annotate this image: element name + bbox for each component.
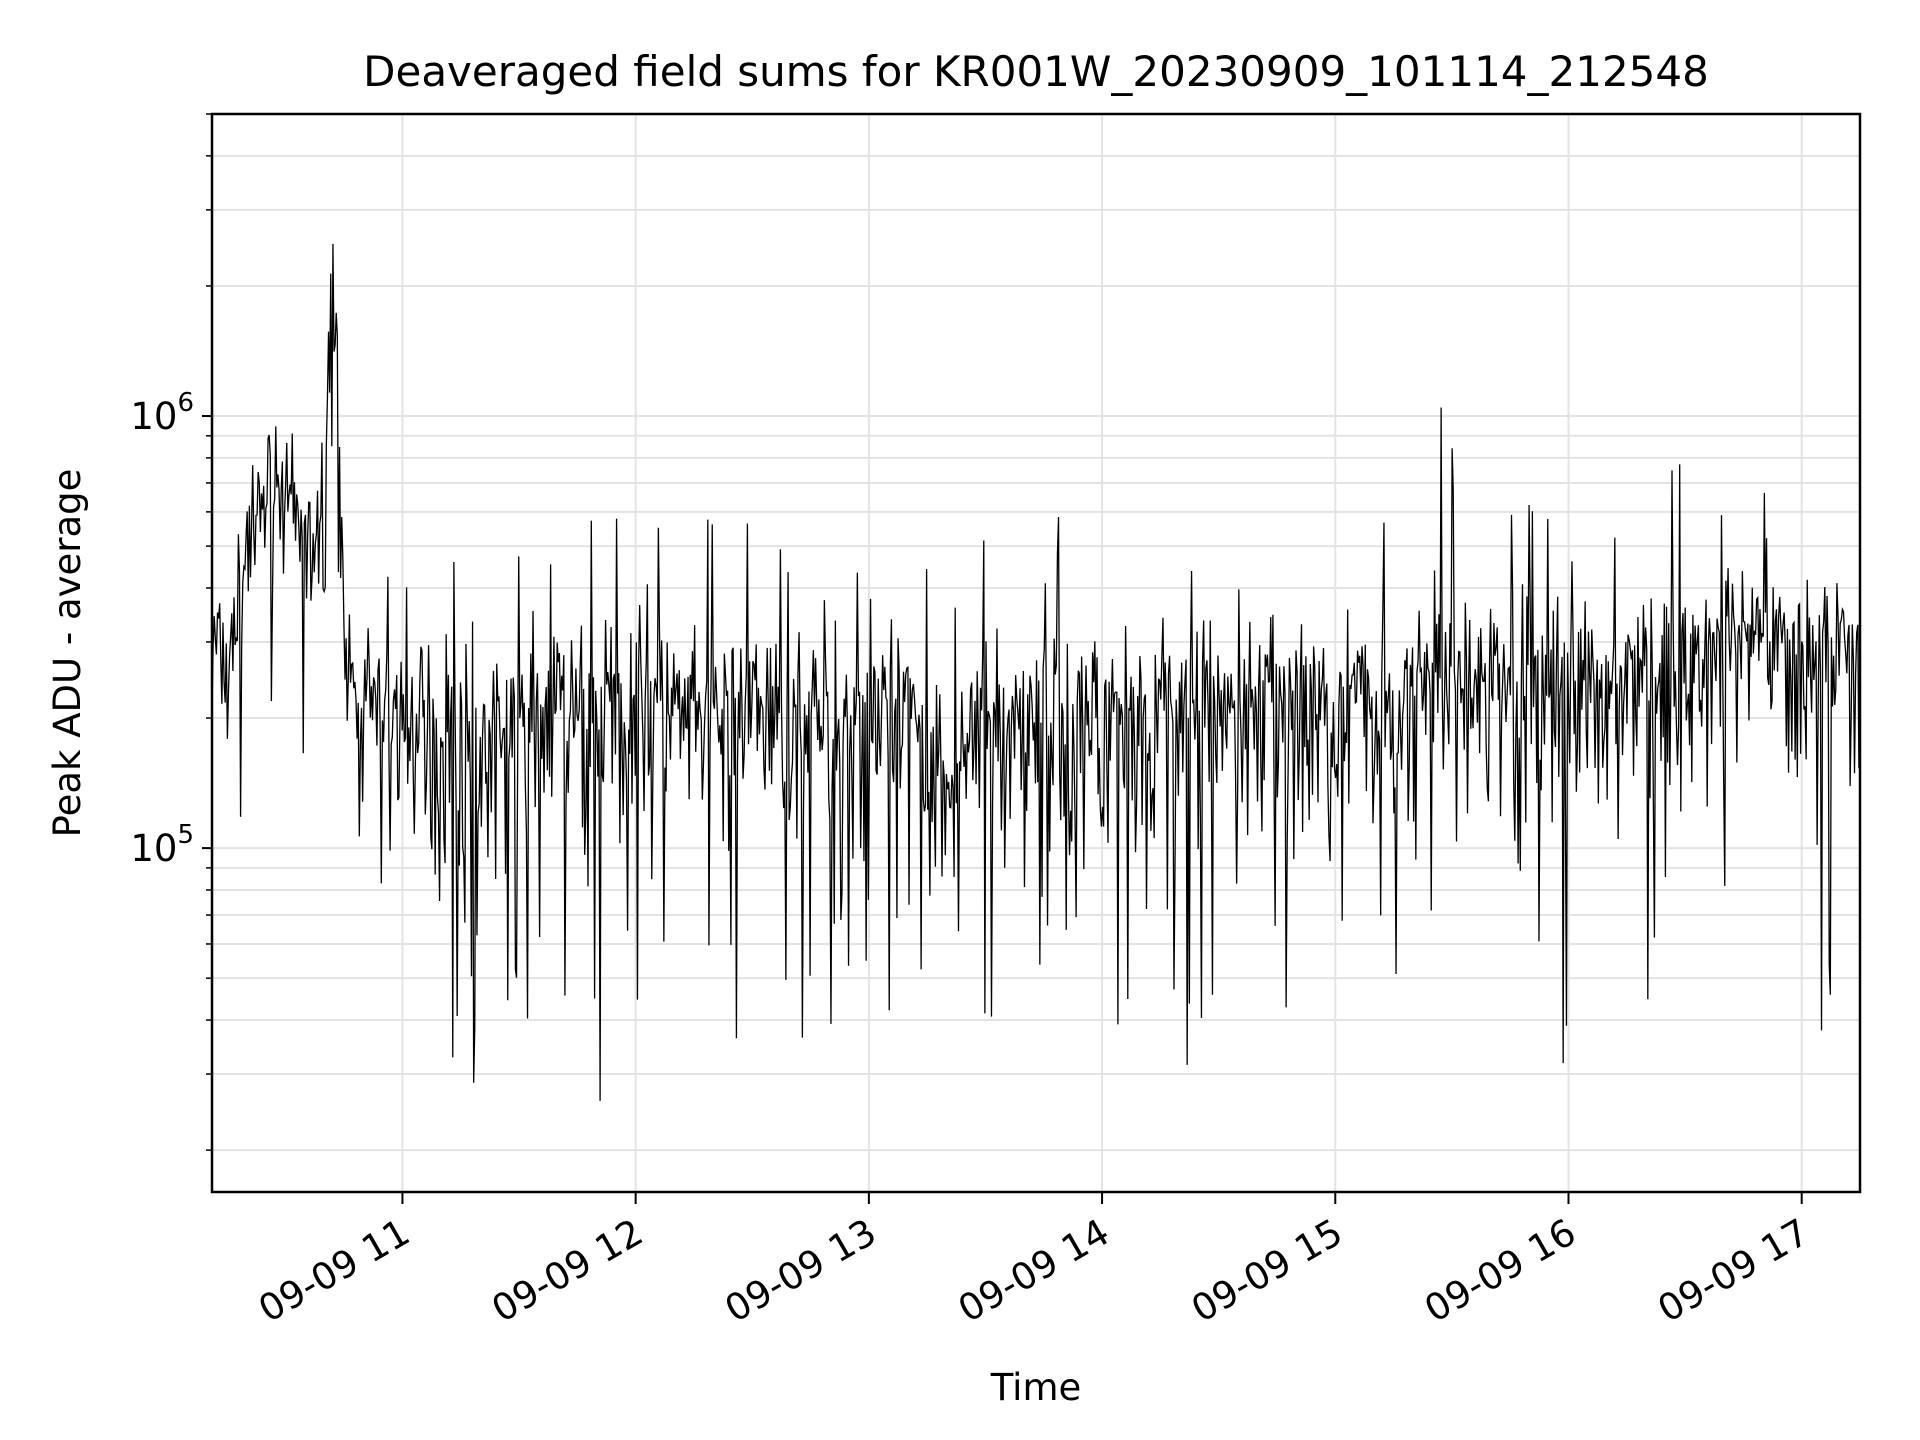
x-axis-label: Time (990, 1366, 1082, 1409)
series-line (211, 243, 1861, 1101)
y-axis-label: Peak ADU - average (46, 469, 89, 838)
plot-frame (210, 112, 1862, 1194)
series-layer (211, 243, 1861, 1101)
chart-title: Deaveraged field sums for KR001W_2023090… (363, 47, 1709, 96)
